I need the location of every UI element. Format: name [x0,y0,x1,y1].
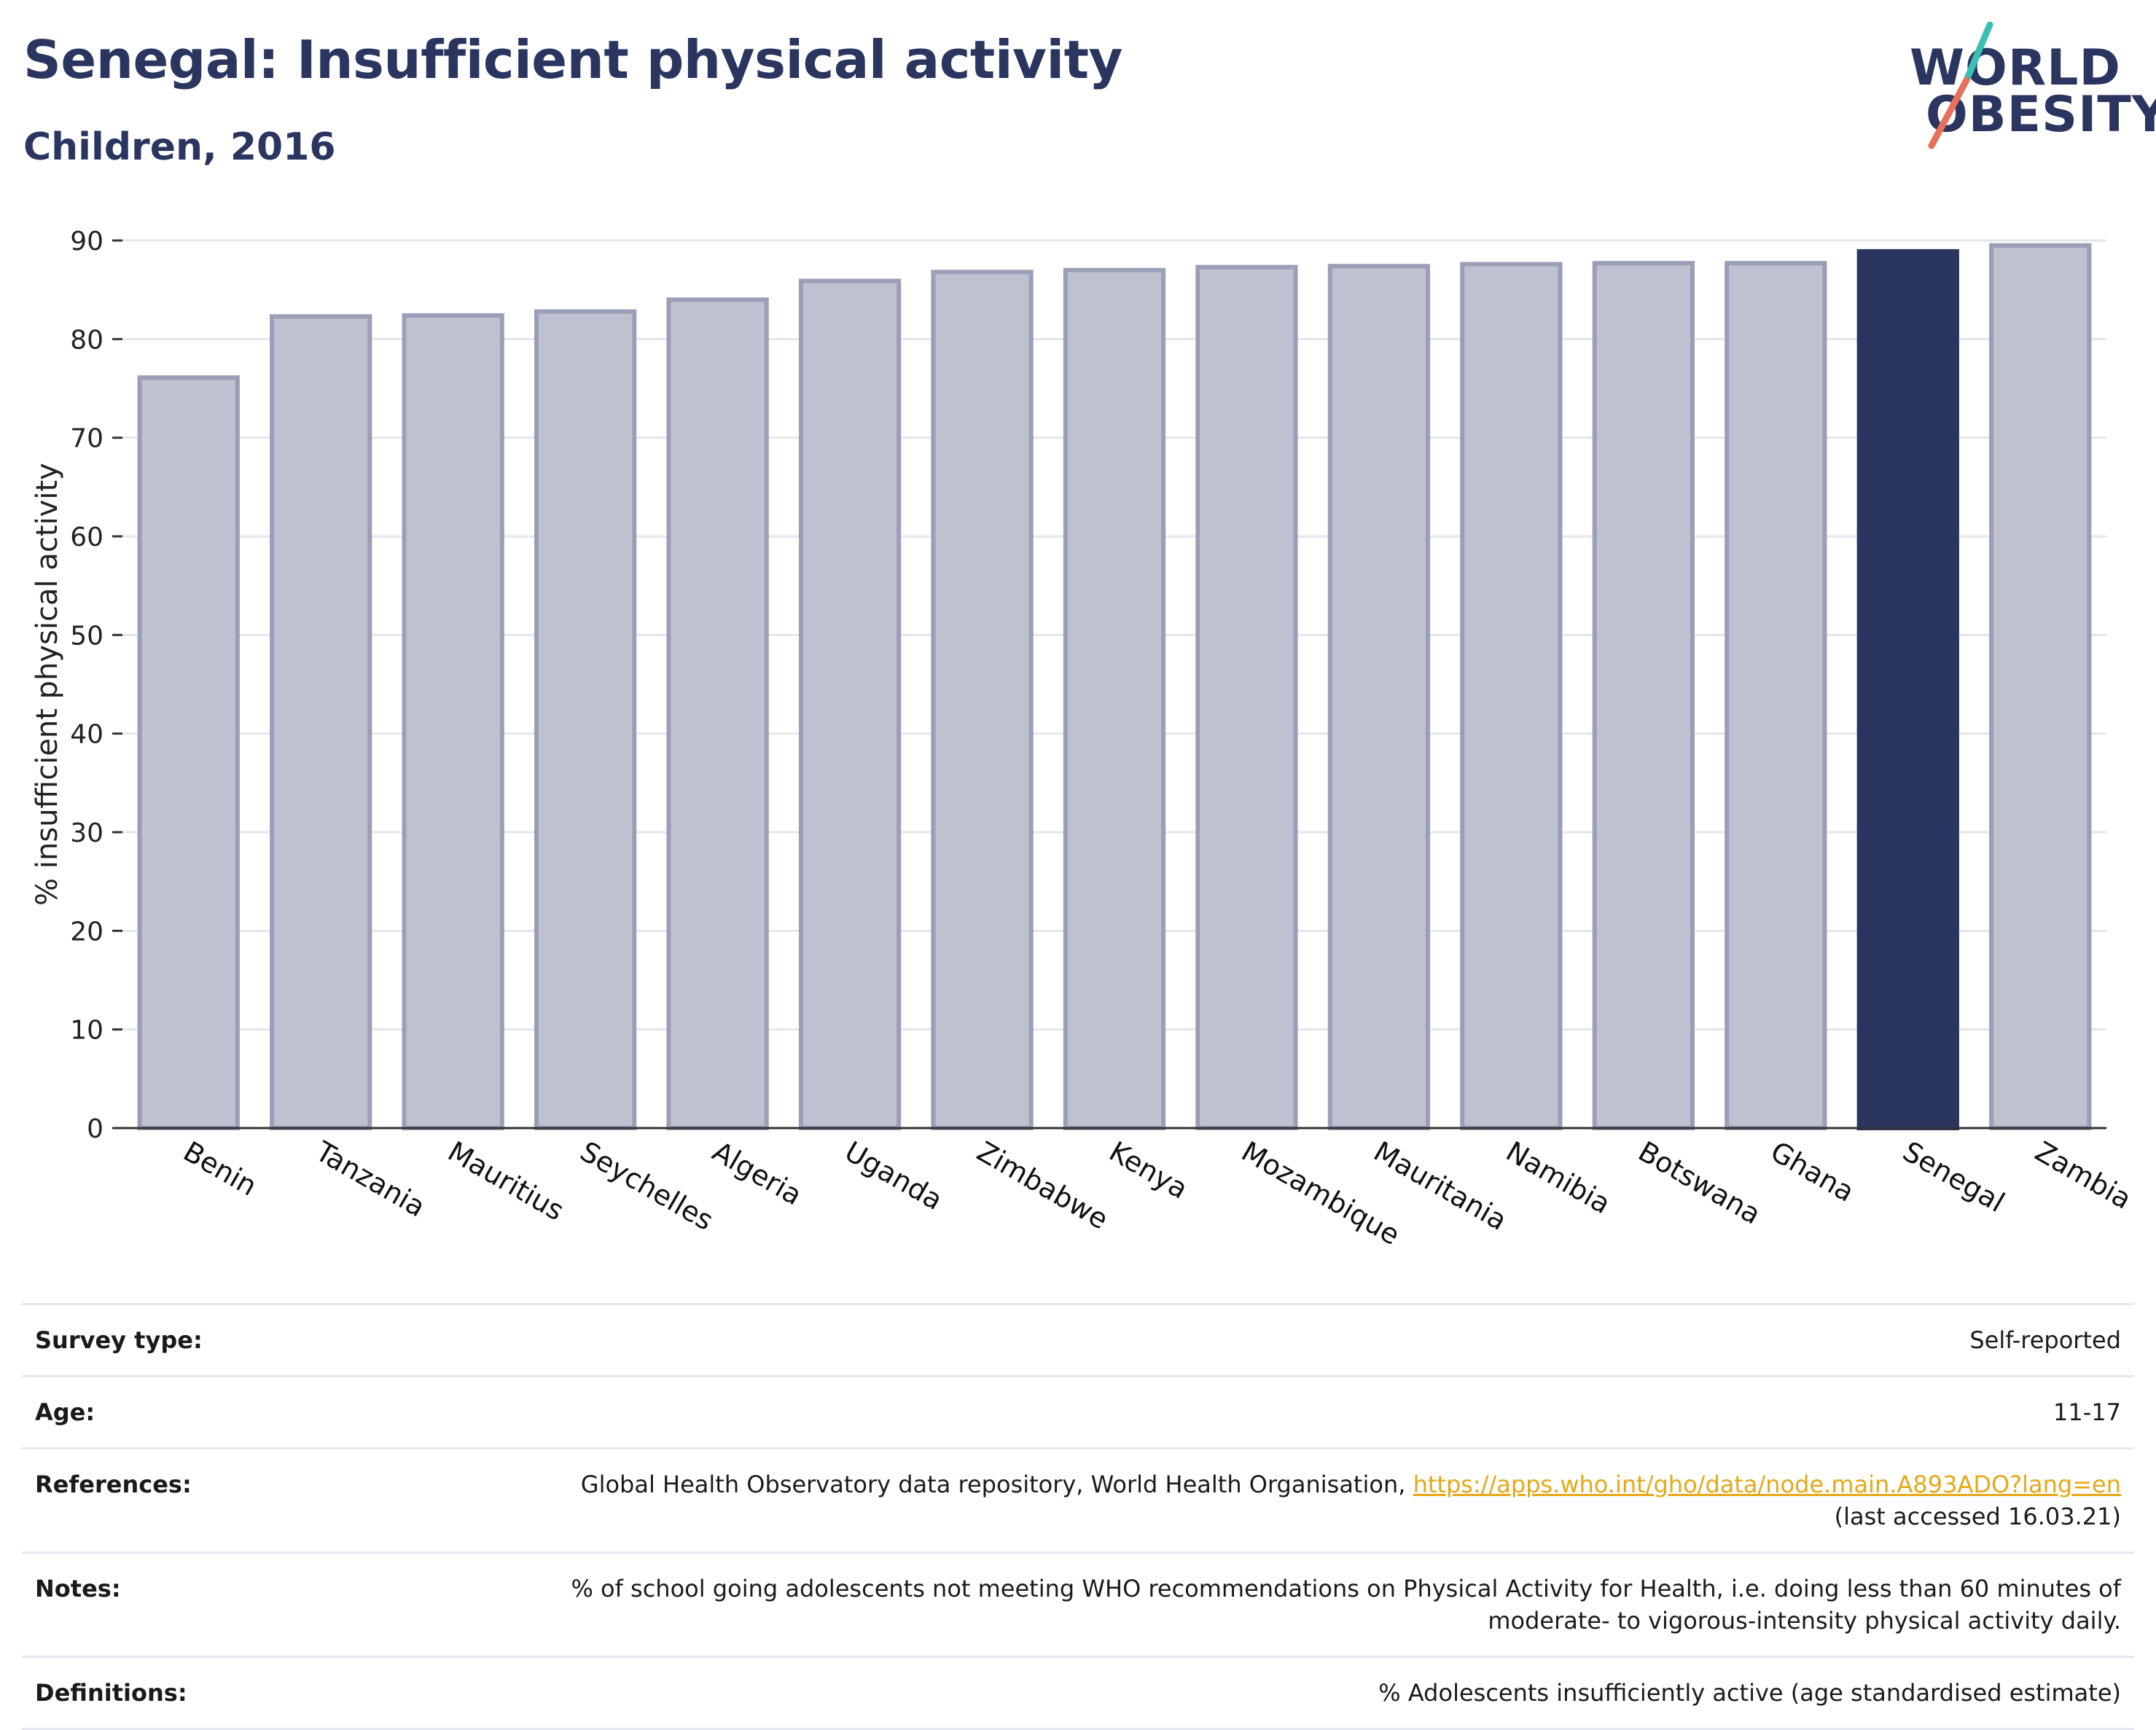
notes-line-2: moderate- to vigorous-intensity physical… [1488,1607,2121,1635]
x-tick-label: Algeria [707,1135,808,1212]
x-tick-label: Uganda [840,1135,948,1216]
bar-senegal [1856,248,1959,1130]
logo-word-obesity: OBESITY [1926,86,2156,144]
y-tick-label: 50 [70,621,103,651]
info-label: Survey type: [35,1326,203,1354]
y-tick-label: 90 [70,227,103,257]
x-tick-label: Namibia [1501,1135,1616,1221]
y-axis-label: % insufficient physical activity [31,463,64,906]
y-tick-label: 0 [87,1114,103,1144]
bar-ghana [1725,261,1827,1130]
bar-namibia [1460,262,1563,1131]
bar-chart: 0 10 20 30 40 50 60 70 80 90 Benin Tanzania Mauriti… [31,227,2137,1251]
y-tick-label: 70 [70,424,103,454]
info-value: Global Health Observatory data repositor… [581,1468,2121,1533]
info-value: % Adolescents insufficiently active (age… [1378,1679,2121,1707]
info-value: Self-reported [1969,1326,2121,1354]
info-row-definitions: Definitions: % Adolescents insufficientl… [22,1656,2134,1730]
info-row-notes: Notes: % of school going adolescents not… [22,1551,2134,1656]
info-row-references: References: Global Health Observatory da… [22,1447,2134,1551]
x-tick-label: Mauritius [442,1135,569,1227]
x-tick-label: Zambia [2030,1135,2137,1216]
bar-algeria [666,297,769,1131]
bar-zimbabwe [931,270,1034,1131]
bar-botswana [1592,261,1695,1130]
info-row-survey-type: Survey type: Self-reported [22,1303,2134,1375]
notes-line-1: % of school going adolescents not meetin… [571,1575,2121,1602]
bar-seychelles [534,309,637,1131]
bar-uganda [798,278,902,1130]
bar-tanzania [270,314,372,1130]
y-tick-label: 40 [70,720,103,750]
info-value: 11-17 [2053,1398,2121,1426]
y-tick-label: 20 [70,917,103,947]
bars [137,243,2092,1131]
info-label: References: [35,1471,192,1498]
reference-link[interactable]: https://apps.who.int/gho/data/node.main.… [1413,1471,2121,1498]
x-tick-label: Ghana [1765,1135,1860,1208]
logo-slash-icon [1928,22,1993,149]
y-tick-label: 30 [70,818,103,848]
x-tick-label: Kenya [1104,1135,1194,1205]
y-tick-label: 80 [70,325,103,355]
bar-zambia [1989,243,2092,1130]
x-tick-label: Zimbabwe [972,1135,1114,1236]
y-tick-label: 60 [70,522,103,552]
reference-accessed: (last accessed 16.03.21) [1834,1503,2121,1530]
reference-text: Global Health Observatory data repositor… [580,1471,1413,1498]
x-tick-label: Senegal [1897,1135,2009,1219]
x-tick-label: Seychelles [575,1135,719,1237]
bar-kenya [1063,267,1166,1131]
x-tick-label: Botswana [1633,1135,1766,1231]
y-tick-label: 10 [70,1016,103,1046]
info-label: Definitions: [35,1679,187,1707]
chart-subtitle: Children, 2016 [23,125,336,169]
x-tick-label: Benin [178,1135,262,1202]
bar-mauritania [1327,264,1431,1131]
info-table: Survey type: Self-reported Age: 11-17 Re… [22,1303,2134,1730]
info-row-age: Age: 11-17 [22,1375,2134,1447]
bar-mozambique [1195,265,1298,1130]
bar-mauritius [402,313,504,1130]
bar-benin [137,375,240,1131]
info-label: Age: [35,1398,95,1426]
x-tick-label: Tanzania [310,1135,431,1223]
world-obesity-logo: WORLD OBESITY [1902,22,2156,153]
info-value: % of school going adolescents not meetin… [571,1573,2121,1637]
logo-word-world: WORLD [1910,39,2121,97]
y-axis-ticks: 0 10 20 30 40 50 60 70 80 90 [70,227,122,1144]
chart-title: Senegal: Insufficient physical activity [23,29,1122,90]
info-label: Notes: [35,1575,121,1602]
